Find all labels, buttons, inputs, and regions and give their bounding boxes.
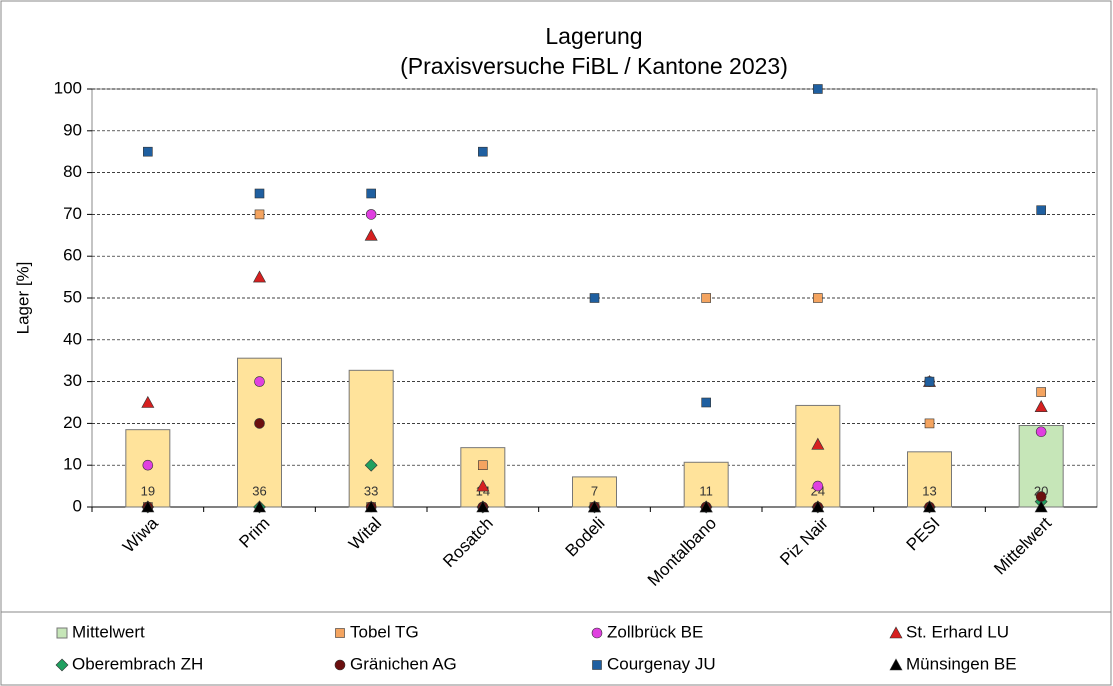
point (701, 293, 711, 303)
point (1034, 500, 1048, 513)
bar (907, 451, 952, 508)
point (254, 209, 265, 220)
point (254, 188, 265, 199)
point (811, 437, 825, 450)
value-label: 33 (364, 483, 378, 498)
bar (348, 369, 394, 508)
point (813, 293, 823, 303)
y-tick-label: 0 (73, 496, 82, 515)
y-tick-label: 40 (63, 329, 82, 348)
x-tick-label: Wiwa (119, 513, 162, 556)
point (478, 460, 488, 471)
point (476, 479, 490, 492)
point (364, 228, 378, 241)
y-tick-label: 60 (63, 246, 82, 265)
point (366, 188, 376, 199)
legend-label: Courgenay JU (607, 654, 716, 673)
point (476, 500, 490, 513)
y-tick-label: 10 (63, 455, 82, 474)
legend-marker (889, 626, 903, 639)
point (1035, 426, 1047, 438)
point (141, 395, 155, 408)
point (254, 376, 265, 387)
point (365, 209, 377, 220)
legend-swatch (56, 627, 68, 639)
point (1034, 400, 1048, 412)
x-tick-label: Montalbano (644, 514, 720, 590)
point (924, 376, 935, 387)
point (254, 418, 265, 429)
value-label: 36 (252, 483, 266, 498)
x-tick-label: Wital (345, 514, 385, 554)
point (142, 459, 154, 471)
y-tick-label: 100 (54, 78, 82, 97)
legend-marker (335, 628, 345, 638)
point (924, 418, 935, 429)
value-label: 7 (591, 483, 598, 498)
y-tick-label: 20 (63, 413, 82, 432)
x-tick-label: Rosatch (439, 514, 497, 572)
value-label: 13 (922, 483, 936, 498)
legend-label: Münsingen BE (906, 654, 1017, 673)
legend-label: Oberembrach ZH (72, 654, 203, 673)
point (252, 500, 267, 513)
legend-marker (334, 659, 346, 671)
chart-title: Lagerung (545, 23, 642, 49)
legend-marker (55, 658, 69, 672)
point (922, 500, 937, 513)
point (813, 84, 823, 94)
legend-marker (889, 658, 903, 671)
y-tick-label: 90 (63, 120, 82, 139)
legend-marker (592, 660, 602, 670)
chart-subtitle: (Praxisversuche FiBL / Kantone 2023) (400, 53, 788, 79)
legend-label: St. Erhard LU (906, 622, 1009, 641)
point (478, 146, 488, 157)
point (589, 293, 600, 303)
bar (683, 461, 729, 508)
y-tick-label: 50 (63, 287, 82, 306)
x-tick-label: Prim (235, 514, 273, 552)
value-label: 11 (699, 483, 713, 498)
y-tick-label: 80 (63, 162, 82, 181)
legend-label: Zollbrück BE (607, 622, 703, 641)
y-tick-label: 70 (63, 204, 82, 223)
point (364, 500, 378, 513)
point (701, 397, 711, 408)
point (812, 480, 824, 492)
x-tick-label: Mittelwert (990, 513, 1055, 578)
point (587, 500, 602, 513)
x-tick-label: Bodeli (562, 514, 609, 561)
point (364, 458, 378, 472)
point (1036, 387, 1046, 397)
y-tick-label: 30 (63, 371, 82, 390)
y-axis-label: Lager [%] (13, 262, 32, 335)
point (252, 270, 267, 283)
x-tick-label: PESI (903, 514, 944, 555)
legend-label: Mittelwert (72, 622, 145, 641)
point (1036, 205, 1046, 216)
legend-label: Tobel TG (350, 622, 419, 641)
point (141, 500, 155, 513)
point (699, 500, 713, 513)
point (1035, 491, 1047, 502)
value-label: 19 (141, 483, 155, 498)
point (811, 500, 825, 513)
legend-marker (591, 627, 603, 639)
legend-label: Gränichen AG (350, 654, 457, 673)
point (143, 146, 153, 157)
x-tick-label: Piz Nair (776, 513, 832, 569)
